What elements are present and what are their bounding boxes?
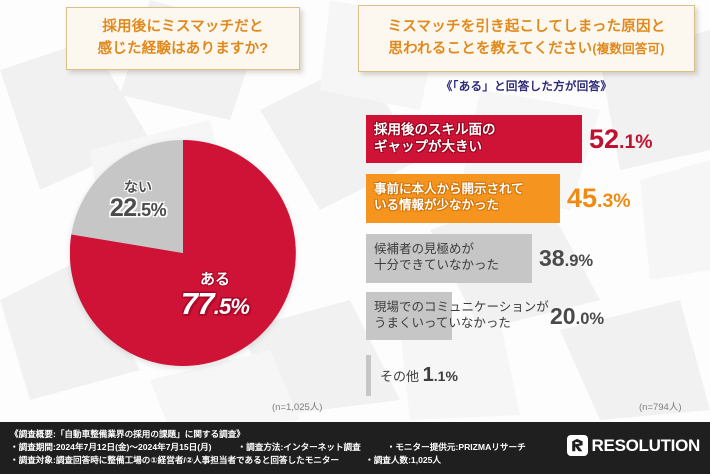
bar-label-1: 採用後のスキル面の ギャップが大きい xyxy=(374,121,496,154)
right-subnote: 《「ある」と回答した方が回答》 xyxy=(440,81,613,93)
left-title-line2: 感じた経験はありますか? xyxy=(97,40,269,57)
left-sample-size-note: (n=1,025人) xyxy=(272,402,323,413)
bar-row: 採用後のスキル面の ギャップが大きい 52.1% xyxy=(366,115,653,163)
resolution-logo-text: RESOLUTION xyxy=(591,435,701,455)
bar-fill-3: 候補者の見極めが 十分できていなかった xyxy=(366,234,532,283)
footer-method: ・調査方法:インターネット調査 xyxy=(237,442,361,453)
resolution-logo-icon xyxy=(566,435,588,456)
bar-label-4: 現場でのコミュニケーションが うまくいっていなかった xyxy=(374,299,549,330)
left-question-title-box: 採用後にミスマッチだと 感じた経験はありますか? xyxy=(66,7,300,70)
footer-monitor-provider: ・モニター提供元:PRIZMAリサーチ xyxy=(386,442,526,453)
bar-label-2: 事前に本人から開示されて いる情報が少なかった xyxy=(374,182,524,212)
bar-row: 候補者の見極めが 十分できていなかった 38.9% xyxy=(366,234,593,283)
bar-label-3: 候補者の見極めが 十分できていなかった xyxy=(374,242,500,272)
footer-target: ・調査対象:調査回答時に整備工場の①経営者/②人事担当者であると回答したモニター xyxy=(10,455,340,466)
right-question-title-box: ミスマッチを引き起こしてしまった原因と 思われることを教えてください(複数回答可… xyxy=(358,5,695,72)
bar-fill-4: 現場でのコミュニケーションが うまくいっていなかった xyxy=(366,292,549,340)
footer-line-1: 《調査概要:「自動車整備業界の採用の課題」に関する調査》 xyxy=(10,429,245,439)
bar-value-2: 45.3% xyxy=(567,183,631,213)
footer-line-2: ・調査期間:2024年7月12日(金)〜2024年7月15日(月) ・調査方法:イ… xyxy=(10,441,526,454)
bar-row: 事前に本人から開示されて いる情報が少なかった 45.3% xyxy=(366,174,631,223)
resolution-logo: RESOLUTION xyxy=(566,435,701,456)
bar-value-3: 38.9% xyxy=(539,245,594,271)
right-sample-size-note: (n=794人) xyxy=(639,402,682,413)
left-question-title-text: 採用後にミスマッチだと 感じた経験はありますか? xyxy=(98,17,269,59)
bar-fill-1: 採用後のスキル面の ギャップが大きい xyxy=(366,115,582,163)
left-title-line1: 採用後にミスマッチだと xyxy=(102,19,264,36)
right-title-line2: 思われることを教えてください xyxy=(388,40,593,57)
bar-value-1: 52.1% xyxy=(589,123,653,154)
footer-sample-count: ・調査人数:1,025人 xyxy=(365,455,442,466)
footer-text-block: 《調査概要:「自動車整備業界の採用の課題」に関する調査》 ・調査期間:2024年… xyxy=(10,428,526,467)
right-title-suffix: (複数回答可) xyxy=(592,41,665,56)
footer-period: ・調査期間:2024年7月12日(金)〜2024年7月15日(月) xyxy=(10,442,212,453)
bar-label-5: その他 xyxy=(380,369,420,384)
right-title-line1: ミスマッチを引き起こしてしまった原因と xyxy=(387,19,666,36)
footer-bar: 《調査概要:「自動車整備業界の採用の課題」に関する調査》 ・調査期間:2024年… xyxy=(0,422,710,474)
bar-value-5: その他 1.1% xyxy=(380,364,458,386)
bar-row: 現場でのコミュニケーションが うまくいっていなかった 20.0% xyxy=(366,292,604,340)
right-question-title-text: ミスマッチを引き起こしてしまった原因と 思われることを教えてください(複数回答可… xyxy=(388,17,666,59)
footer-line-3: ・調査対象:調査回答時に整備工場の①経営者/②人事担当者であると回答したモニター… xyxy=(10,454,526,467)
bar-row: その他 1.1% xyxy=(366,355,458,396)
bar-fill-2: 事前に本人から開示されて いる情報が少なかった xyxy=(366,174,560,223)
